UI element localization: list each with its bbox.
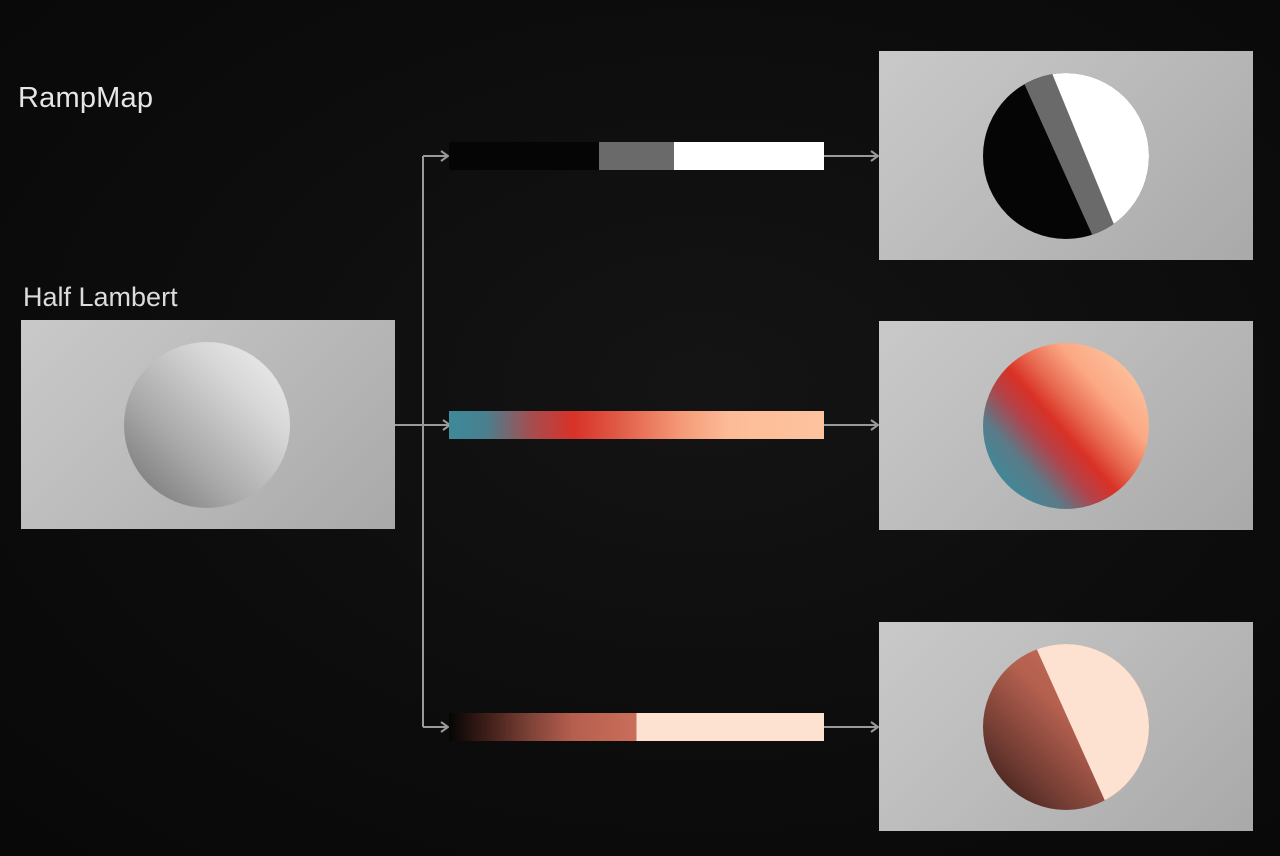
peach-split-sphere (983, 644, 1149, 810)
output-panel-peach (879, 622, 1253, 831)
ramp-gray-steps (449, 142, 824, 170)
ramp-dark-peach (449, 713, 824, 741)
ramp-teal-red-peach (449, 411, 824, 439)
half-lambert-panel (21, 320, 395, 529)
half-lambert-label: Half Lambert (23, 282, 178, 312)
output-panel-gray (879, 51, 1253, 260)
color-ramp-sphere (983, 343, 1149, 509)
page-title: RampMap (18, 82, 154, 114)
output-panel-color (879, 321, 1253, 530)
toon-gray-sphere (983, 73, 1149, 239)
half-lambert-sphere (124, 342, 290, 508)
